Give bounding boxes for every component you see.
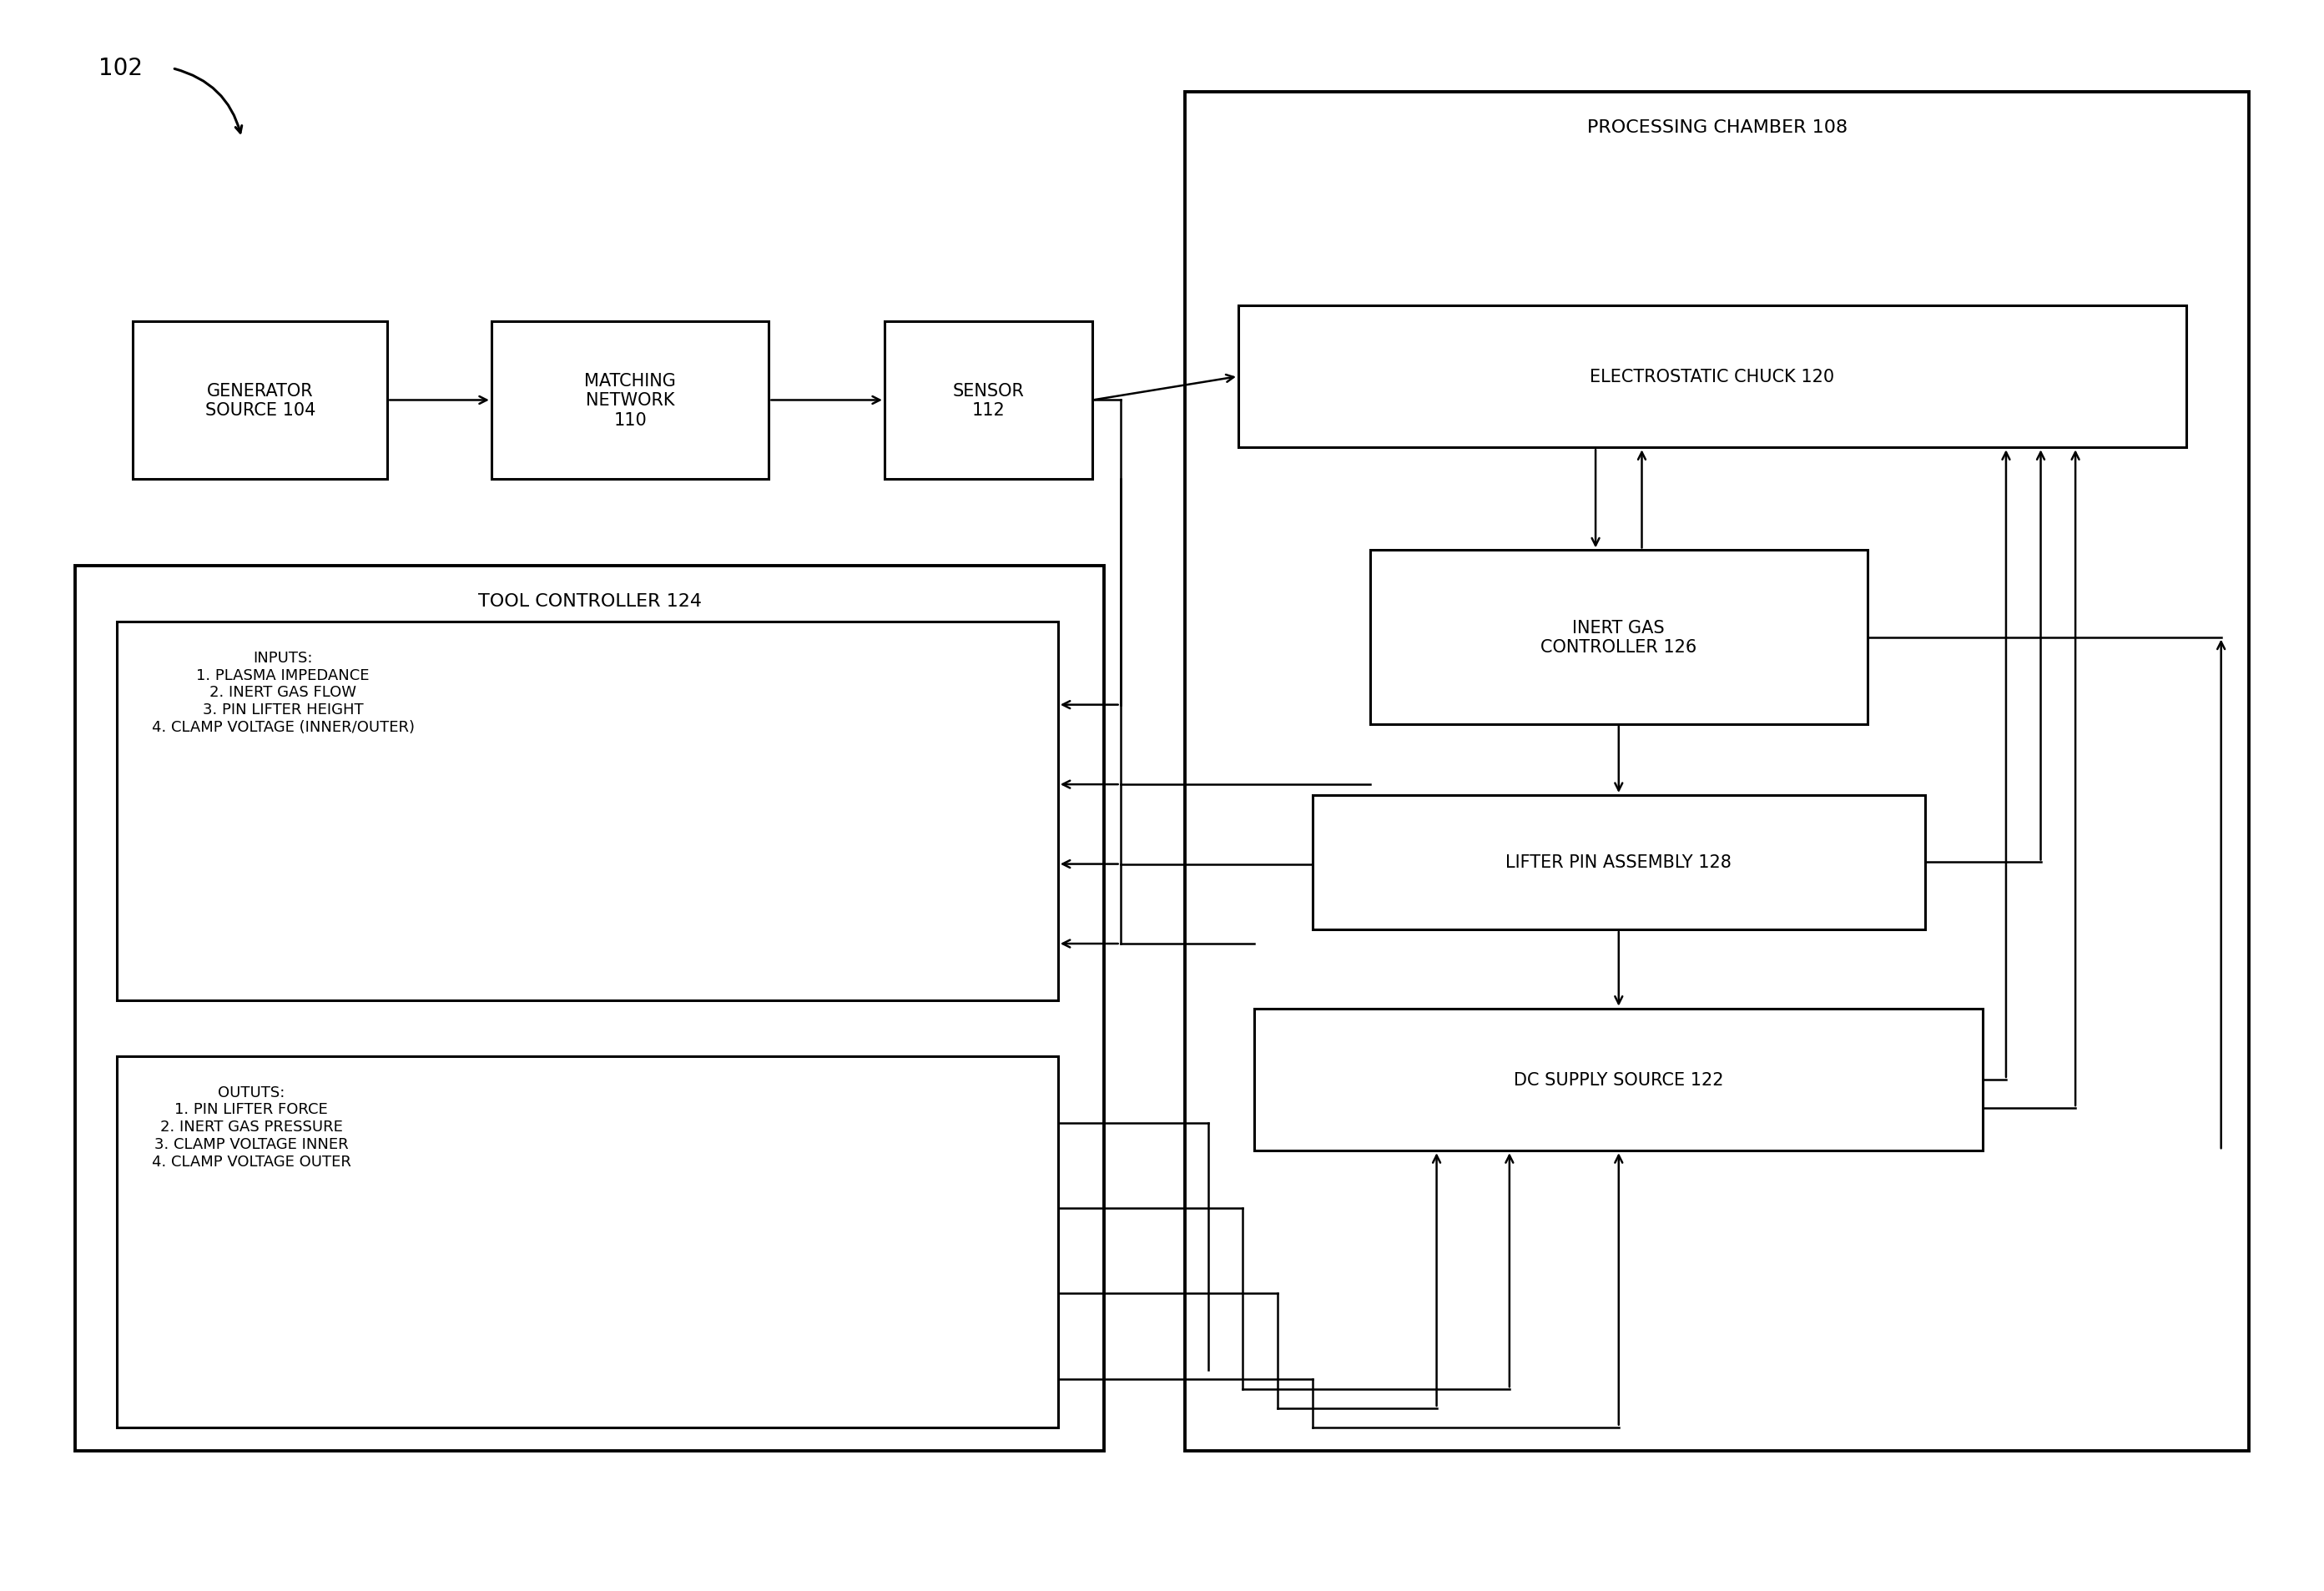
Bar: [1185, 92, 2250, 1451]
Bar: [1239, 305, 2187, 449]
Bar: [1255, 1009, 1982, 1150]
Bar: [1371, 550, 1866, 724]
Bar: [74, 566, 1104, 1451]
Text: LIFTER PIN ASSEMBLY 128: LIFTER PIN ASSEMBLY 128: [1506, 854, 1731, 870]
Bar: [116, 1056, 1057, 1427]
Text: INPUTS:
1. PLASMA IMPEDANCE
2. INERT GAS FLOW
3. PIN LIFTER HEIGHT
4. CLAMP VOLT: INPUTS: 1. PLASMA IMPEDANCE 2. INERT GAS…: [151, 651, 414, 735]
Text: GENERATOR
SOURCE 104: GENERATOR SOURCE 104: [205, 382, 316, 418]
Text: 102: 102: [98, 56, 142, 80]
Text: INERT GAS
CONTROLLER 126: INERT GAS CONTROLLER 126: [1541, 619, 1697, 655]
Text: PROCESSING CHAMBER 108: PROCESSING CHAMBER 108: [1587, 119, 1848, 135]
Text: OUTUTS:
1. PIN LIFTER FORCE
2. INERT GAS PRESSURE
3. CLAMP VOLTAGE INNER
4. CLAM: OUTUTS: 1. PIN LIFTER FORCE 2. INERT GAS…: [151, 1085, 351, 1169]
Bar: [490, 321, 769, 479]
Bar: [116, 622, 1057, 1001]
Text: ELECTROSTATIC CHUCK 120: ELECTROSTATIC CHUCK 120: [1590, 369, 1834, 385]
Bar: [132, 321, 388, 479]
Bar: [1313, 796, 1924, 929]
Text: MATCHING
NETWORK
110: MATCHING NETWORK 110: [583, 372, 676, 428]
Text: SENSOR
112: SENSOR 112: [953, 382, 1025, 418]
Text: TOOL CONTROLLER 124: TOOL CONTROLLER 124: [479, 593, 702, 609]
Text: DC SUPPLY SOURCE 122: DC SUPPLY SOURCE 122: [1513, 1071, 1724, 1088]
Bar: [885, 321, 1092, 479]
